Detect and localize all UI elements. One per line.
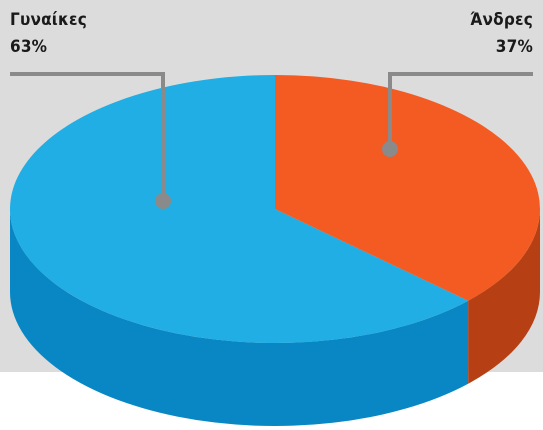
label-men: Άνδρες 37% (470, 9, 533, 58)
label-women-value: 63% (10, 37, 48, 57)
slice-women (10, 75, 469, 343)
label-women-name: Γυναίκες (10, 10, 88, 30)
label-men-value: 37% (495, 37, 533, 57)
leader-women-line (10, 72, 165, 201)
leader-men-dot (382, 141, 398, 157)
leader-men-line (388, 72, 533, 149)
label-women: Γυναίκες 63% (10, 9, 87, 58)
slice-women-side (10, 209, 469, 427)
slice-men-side (468, 209, 540, 384)
leader-women-dot (155, 193, 171, 209)
label-men-name: Άνδρες (470, 10, 533, 30)
slice-men (275, 75, 540, 301)
